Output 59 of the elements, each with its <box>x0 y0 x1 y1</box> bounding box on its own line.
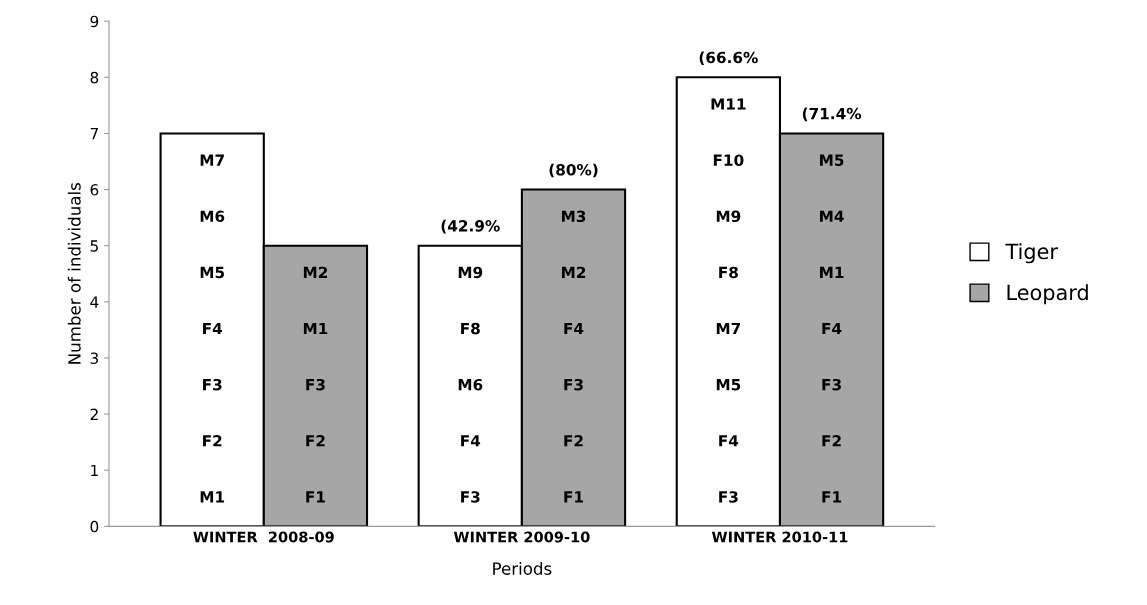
y-tick-label: 5 <box>90 240 98 252</box>
annotation: F3 <box>822 378 841 391</box>
y-tick-label: 7 <box>90 128 98 140</box>
annotation: (42.9% <box>441 219 500 234</box>
annotation: F3 <box>564 378 583 391</box>
y-axis-title: Number of individuals <box>67 182 81 364</box>
y-tick-label: 9 <box>90 15 99 28</box>
annotation: M2 <box>303 266 328 278</box>
annotation: F4 <box>822 322 842 335</box>
annotation: M9 <box>458 266 483 279</box>
annotation: M11 <box>711 98 746 110</box>
annotation: F1 <box>822 491 842 503</box>
annotation: F3 <box>306 378 325 391</box>
annotation: F4 <box>461 435 481 447</box>
annotation: M6 <box>200 210 225 223</box>
x-tick-label: WINTER 2009-10 <box>453 531 590 543</box>
annotation: M6 <box>458 378 483 391</box>
y-tick-label: 2 <box>90 408 98 420</box>
annotation: F2 <box>822 435 841 447</box>
annotation: F10 <box>713 154 744 166</box>
legend-label: Tiger <box>1005 243 1058 264</box>
annotation: M5 <box>200 266 225 279</box>
annotation: F2 <box>306 435 325 447</box>
annotation: M2 <box>561 266 586 278</box>
y-tick-label: 1 <box>91 464 98 477</box>
annotation: M7 <box>200 154 224 166</box>
annotation: M4 <box>820 210 844 222</box>
y-tick-label: 3 <box>90 352 99 364</box>
annotation: F8 <box>719 266 738 279</box>
annotation: F1 <box>564 491 583 503</box>
x-tick-label: WINTER 2008-09 <box>193 531 334 543</box>
annotation: F2 <box>203 435 222 447</box>
annotation: M3 <box>561 210 586 223</box>
y-tick-label: 4 <box>90 296 99 308</box>
y-tick-label: 0 <box>90 520 99 533</box>
x-tick-label: WINTER 2010-11 <box>711 531 848 543</box>
annotation: (66.6% <box>699 51 758 66</box>
y-tick-label: 8 <box>90 71 99 84</box>
annotation: M5 <box>820 154 844 166</box>
annotation: M7 <box>716 322 741 335</box>
annotation: M9 <box>716 210 741 223</box>
annotation: F3 <box>203 378 222 391</box>
x-axis-title: Periods <box>493 561 552 575</box>
annotation: F4 <box>203 322 223 335</box>
annotation: F8 <box>461 322 480 335</box>
annotation: (71.4% <box>802 107 862 122</box>
annotation: F3 <box>461 491 480 503</box>
legend-label: Leopard <box>1007 284 1088 305</box>
y-tick-label: 6 <box>90 184 99 196</box>
annotation: F1 <box>306 491 325 503</box>
annotation: M1 <box>200 491 225 503</box>
annotation: M5 <box>716 379 741 391</box>
annotation: M1 <box>820 266 844 278</box>
annotation: M1 <box>303 322 328 335</box>
annotation: (80%) <box>549 163 598 178</box>
annotation: F4 <box>719 435 739 447</box>
annotation: F2 <box>564 435 583 447</box>
annotation: F4 <box>564 322 584 335</box>
annotation: F3 <box>719 491 738 503</box>
